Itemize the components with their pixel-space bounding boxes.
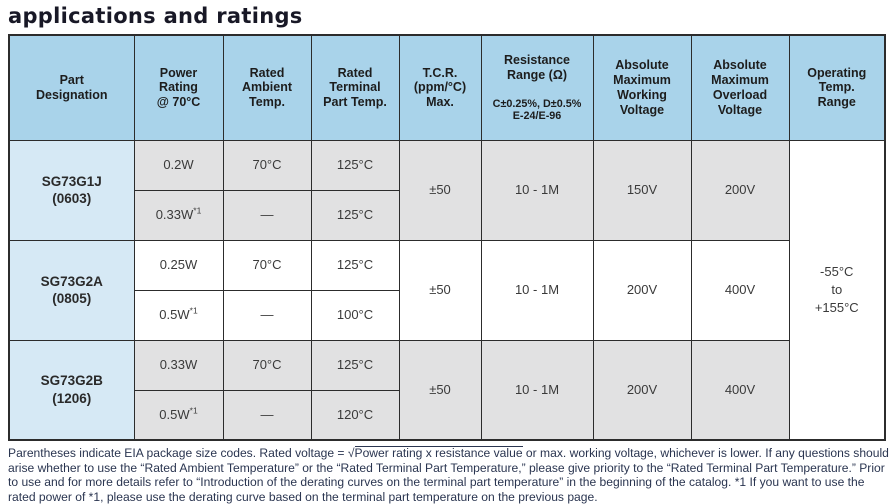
power-footnote-marker: *1 (189, 405, 198, 416)
cell-overload-voltage: 400V (690, 239, 790, 341)
cell-resistance-range: 10 - 1M (480, 339, 594, 441)
cell-rated-ambient-temp: — (222, 389, 312, 441)
cell-rated-ambient-temp: 70°C (222, 139, 312, 191)
table-row: SG73G2B (1206) 0.33W 70°C 125°C ±50 10 -… (8, 339, 885, 441)
power-value: 0.5W (159, 306, 190, 322)
header-resistance-range: Resistance Range (Ω) C±0.25%, D±0.5% E-2… (480, 34, 594, 141)
cell-overload-voltage: 200V (690, 139, 790, 241)
cell-power-rating: 0.2W (133, 139, 224, 191)
cell-working-voltage: 200V (592, 239, 692, 341)
cell-operating-temp-range: -55°C to +155°C (788, 139, 886, 441)
header-tcr-max: T.C.R. (ppm/°C) Max. (398, 34, 482, 141)
header-rated-terminal-part-temp: Rated Terminal Part Temp. (310, 34, 400, 141)
cell-working-voltage: 150V (592, 139, 692, 241)
page-title: applications and ratings (8, 4, 303, 28)
cell-power-rating: 0.25W (133, 239, 224, 291)
cell-rated-ambient-temp: — (222, 189, 312, 241)
cell-working-voltage: 200V (592, 339, 692, 441)
footer-note: Parentheses indicate EIA package size co… (8, 446, 892, 504)
cell-rated-terminal-part-temp: 100°C (310, 289, 400, 341)
power-value: 0.2W (163, 156, 194, 172)
radical-sign: √ (347, 446, 355, 461)
cell-resistance-range: 10 - 1M (480, 139, 594, 241)
header-power-rating: Power Rating @ 70°C (133, 34, 224, 141)
table-row: 0.33W*1 — 125°C (9, 189, 885, 241)
cell-rated-ambient-temp: 70°C (222, 339, 312, 391)
footer-text-before-radical: Parentheses indicate EIA package size co… (8, 446, 348, 461)
cell-rated-ambient-temp: — (222, 289, 312, 341)
power-value: 0.25W (159, 256, 198, 272)
cell-rated-terminal-part-temp: 125°C (310, 239, 400, 291)
header-part-designation: Part Designation (8, 34, 135, 141)
cell-tcr: ±50 (398, 339, 482, 441)
power-value: 0.33W (155, 206, 194, 222)
cell-rated-terminal-part-temp: 120°C (310, 389, 400, 441)
cell-power-rating: 0.5W*1 (133, 289, 224, 341)
part-designation-cell: SG73G2B (1206) (8, 339, 135, 441)
cell-rated-terminal-part-temp: 125°C (310, 339, 400, 391)
radical-expression: Power rating x resistance value (354, 446, 523, 461)
header-rated-ambient-temp: Rated Ambient Temp. (222, 34, 312, 141)
cell-power-rating: 0.33W (133, 339, 224, 391)
header-resistance-range-title: Resistance Range (Ω) (503, 52, 570, 82)
cell-power-rating: 0.5W*1 (133, 389, 224, 441)
cell-tcr: ±50 (398, 239, 482, 341)
applications-ratings-table: Part Designation Power Rating @ 70°C Rat… (8, 34, 886, 442)
header-abs-max-working-voltage: Absolute Maximum Working Voltage (592, 34, 692, 141)
cell-tcr: ±50 (398, 139, 482, 241)
table-row: SG73G2A (0805) 0.25W 70°C 125°C ±50 10 -… (8, 239, 885, 341)
table-row: 0.5W*1 — 100°C (9, 289, 885, 341)
cell-overload-voltage: 400V (690, 339, 790, 441)
part-designation-cell: SG73G2A (0805) (8, 239, 135, 341)
cell-rated-terminal-part-temp: 125°C (310, 189, 400, 241)
header-operating-temp-range: Operating Temp. Range (788, 34, 886, 141)
part-designation-cell: SG73G1J (0603) (8, 139, 135, 241)
header-abs-max-overload-voltage: Absolute Maximum Overload Voltage (690, 34, 790, 141)
cell-rated-terminal-part-temp: 125°C (310, 139, 400, 191)
power-footnote-marker: *1 (193, 205, 202, 216)
cell-rated-ambient-temp: 70°C (222, 239, 312, 291)
power-footnote-marker: *1 (189, 305, 198, 316)
power-value: 0.33W (159, 356, 198, 372)
cell-resistance-range: 10 - 1M (480, 239, 594, 341)
column-header-row: Part Designation Power Rating @ 70°C Rat… (8, 34, 886, 141)
header-resistance-range-tolerance: C±0.25%, D±0.5% E-24/E-96 (492, 98, 582, 123)
table-row: SG73G1J (0603) 0.2W 70°C 125°C ±50 10 - … (8, 139, 886, 441)
cell-power-rating: 0.33W*1 (133, 189, 224, 241)
table-row: 0.5W*1 — 120°C (9, 389, 885, 441)
power-value: 0.5W (159, 406, 190, 422)
